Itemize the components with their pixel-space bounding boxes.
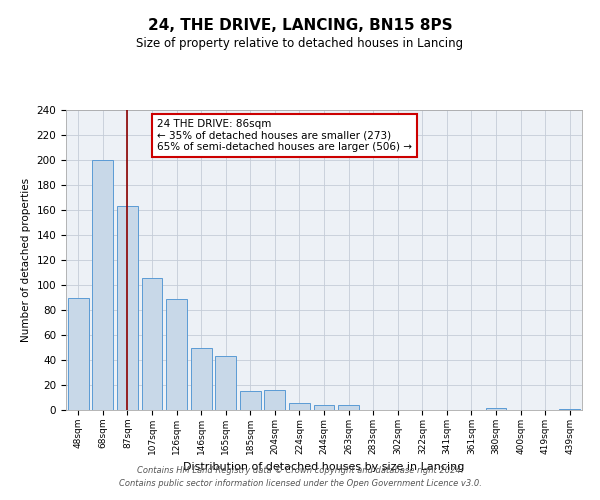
- Bar: [485, 408, 506, 410]
- Bar: [559, 409, 580, 410]
- Bar: [215, 356, 236, 410]
- Bar: [265, 390, 286, 410]
- Text: 24, THE DRIVE, LANCING, BN15 8PS: 24, THE DRIVE, LANCING, BN15 8PS: [148, 18, 452, 32]
- Bar: [240, 391, 261, 410]
- Bar: [68, 298, 89, 410]
- Y-axis label: Number of detached properties: Number of detached properties: [21, 178, 31, 342]
- Bar: [117, 206, 138, 410]
- Bar: [166, 298, 187, 410]
- Bar: [191, 348, 212, 410]
- Text: Contains HM Land Registry data © Crown copyright and database right 2024.
Contai: Contains HM Land Registry data © Crown c…: [119, 466, 481, 487]
- Bar: [289, 402, 310, 410]
- X-axis label: Distribution of detached houses by size in Lancing: Distribution of detached houses by size …: [184, 462, 464, 472]
- Bar: [92, 160, 113, 410]
- Bar: [338, 405, 359, 410]
- Text: Size of property relative to detached houses in Lancing: Size of property relative to detached ho…: [136, 38, 464, 51]
- Bar: [314, 405, 334, 410]
- Bar: [142, 278, 163, 410]
- Text: 24 THE DRIVE: 86sqm
← 35% of detached houses are smaller (273)
65% of semi-detac: 24 THE DRIVE: 86sqm ← 35% of detached ho…: [157, 118, 412, 152]
